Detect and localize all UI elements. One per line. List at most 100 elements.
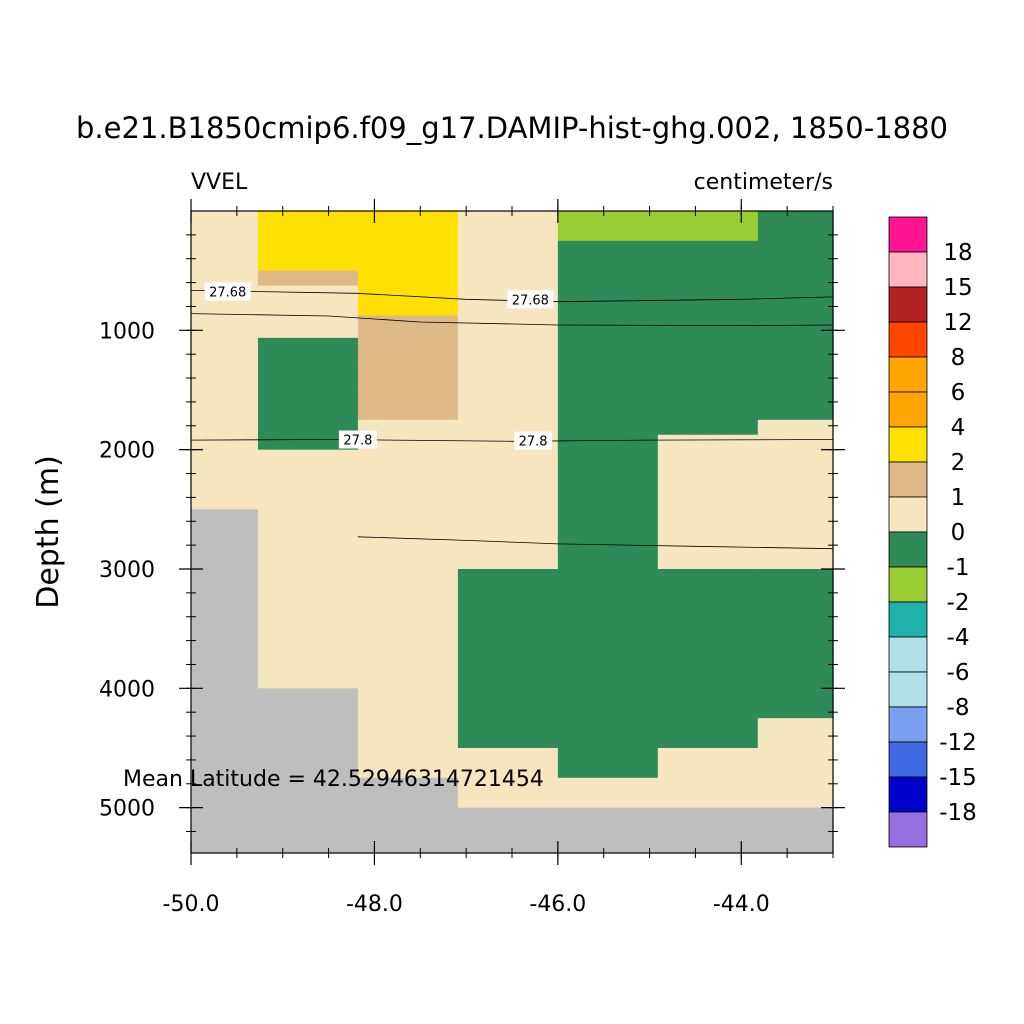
colorbar-box	[888, 776, 928, 813]
heatmap-cell	[757, 390, 834, 421]
colorbar-label: 4	[951, 415, 966, 441]
heatmap-cell	[557, 337, 659, 361]
heatmap-cell	[257, 568, 359, 630]
heatmap-cell	[457, 807, 559, 854]
heatmap-cell	[257, 688, 359, 719]
heatmap-cell	[557, 390, 659, 421]
y-tick-label: 5000	[99, 797, 155, 822]
colorbar-label: 15	[943, 275, 972, 301]
heatmap-cell	[757, 718, 834, 749]
heatmap-cell	[191, 807, 259, 854]
heatmap-cell	[457, 240, 559, 272]
heatmap-cell	[657, 360, 759, 391]
heatmap-cell	[757, 628, 834, 689]
heatmap-cell	[191, 315, 259, 331]
heatmap-cell	[657, 300, 759, 317]
colorbar-box	[888, 741, 928, 778]
heatmap-cell	[457, 464, 559, 510]
heatmap-cell	[191, 390, 259, 421]
heatmap-cell	[191, 449, 259, 466]
colorbar-label: 2	[951, 450, 966, 476]
heatmap-cell	[357, 315, 459, 331]
heatmap-cell	[757, 211, 834, 242]
heatmap-cell	[657, 285, 759, 302]
colorbar-box	[888, 566, 928, 603]
heatmap-cell	[757, 337, 834, 361]
heatmap-cell	[257, 315, 359, 331]
heatmap-cell	[557, 285, 659, 302]
heatmap-cell	[191, 300, 259, 317]
colorbar-label: -12	[939, 730, 977, 756]
heatmap-cell	[557, 509, 659, 540]
heatmap-cell	[357, 285, 459, 302]
heatmap-cell	[657, 337, 759, 361]
heatmap-cell	[257, 330, 359, 339]
contour-label: 27.68	[512, 293, 549, 308]
heatmap-cell	[757, 807, 834, 854]
heatmap-cell	[257, 240, 359, 272]
heatmap-cell	[557, 449, 659, 466]
colorbar-label: 12	[943, 310, 972, 336]
heatmap-cell	[357, 360, 459, 391]
heatmap-cell	[357, 449, 459, 466]
heatmap-cell	[357, 807, 459, 854]
heatmap-cell	[457, 688, 559, 719]
colorbar-label: 1	[951, 485, 966, 511]
heatmap-cell	[357, 211, 459, 242]
y-axis-label: Depth (m)	[31, 455, 66, 609]
colorbar-box	[888, 636, 928, 673]
heatmap-cell	[191, 718, 259, 749]
heatmap-cell	[557, 360, 659, 391]
heatmap-cell	[657, 211, 759, 242]
heatmap-cell	[557, 688, 659, 719]
heatmap-cell	[557, 434, 659, 451]
heatmap-cell	[757, 688, 834, 719]
heatmap-cell	[191, 434, 259, 451]
heatmap-cell	[191, 337, 259, 361]
heatmap-cell	[457, 419, 559, 436]
heatmap-cell	[357, 419, 459, 436]
colorbar-box	[888, 531, 928, 568]
heatmap-cell	[257, 270, 359, 287]
heatmap-cell	[257, 747, 359, 779]
heatmap-cell	[191, 270, 259, 287]
heatmap-cell	[757, 539, 834, 570]
heatmap-cell	[357, 390, 459, 421]
x-tick-label: -48.0	[346, 892, 403, 917]
heatmap-cell	[757, 509, 834, 540]
heatmap-cell	[357, 777, 459, 809]
heatmap-cell	[557, 419, 659, 436]
heatmap-cell	[257, 285, 359, 302]
colorbar-label: -4	[947, 625, 970, 651]
heatmap-cell	[457, 539, 559, 570]
heatmap-cell	[457, 390, 559, 421]
heatmap-cell	[657, 568, 759, 630]
y-tick-label: 1000	[99, 319, 155, 344]
heatmap-cell	[191, 777, 259, 809]
heatmap-cell	[557, 718, 659, 749]
contour-line	[190, 439, 834, 442]
heatmap-cell	[191, 464, 259, 510]
colorbar-label: 18	[943, 240, 972, 266]
colorbar-box	[888, 391, 928, 428]
heatmap-cell	[657, 240, 759, 272]
colorbar-box	[888, 251, 928, 288]
heatmap-cell	[457, 337, 559, 361]
heatmap-cell	[557, 568, 659, 630]
heatmap-cell	[757, 449, 834, 466]
colorbar-label: -2	[947, 590, 970, 616]
heatmap-cell	[557, 539, 659, 570]
heatmap-cell	[191, 628, 259, 689]
colorbar-box	[888, 601, 928, 638]
contour-line	[190, 313, 834, 327]
heatmap-cell	[757, 330, 834, 339]
heatmap-cell	[457, 211, 559, 242]
colorbar-box	[888, 706, 928, 743]
heatmap-cell	[457, 777, 559, 809]
heatmap-cell	[357, 539, 459, 570]
heatmap-cell	[191, 240, 259, 272]
heatmap-cell	[257, 390, 359, 421]
heatmap-cell	[357, 337, 459, 361]
heatmap-cell	[191, 419, 259, 436]
contour-label-bg	[204, 282, 251, 301]
